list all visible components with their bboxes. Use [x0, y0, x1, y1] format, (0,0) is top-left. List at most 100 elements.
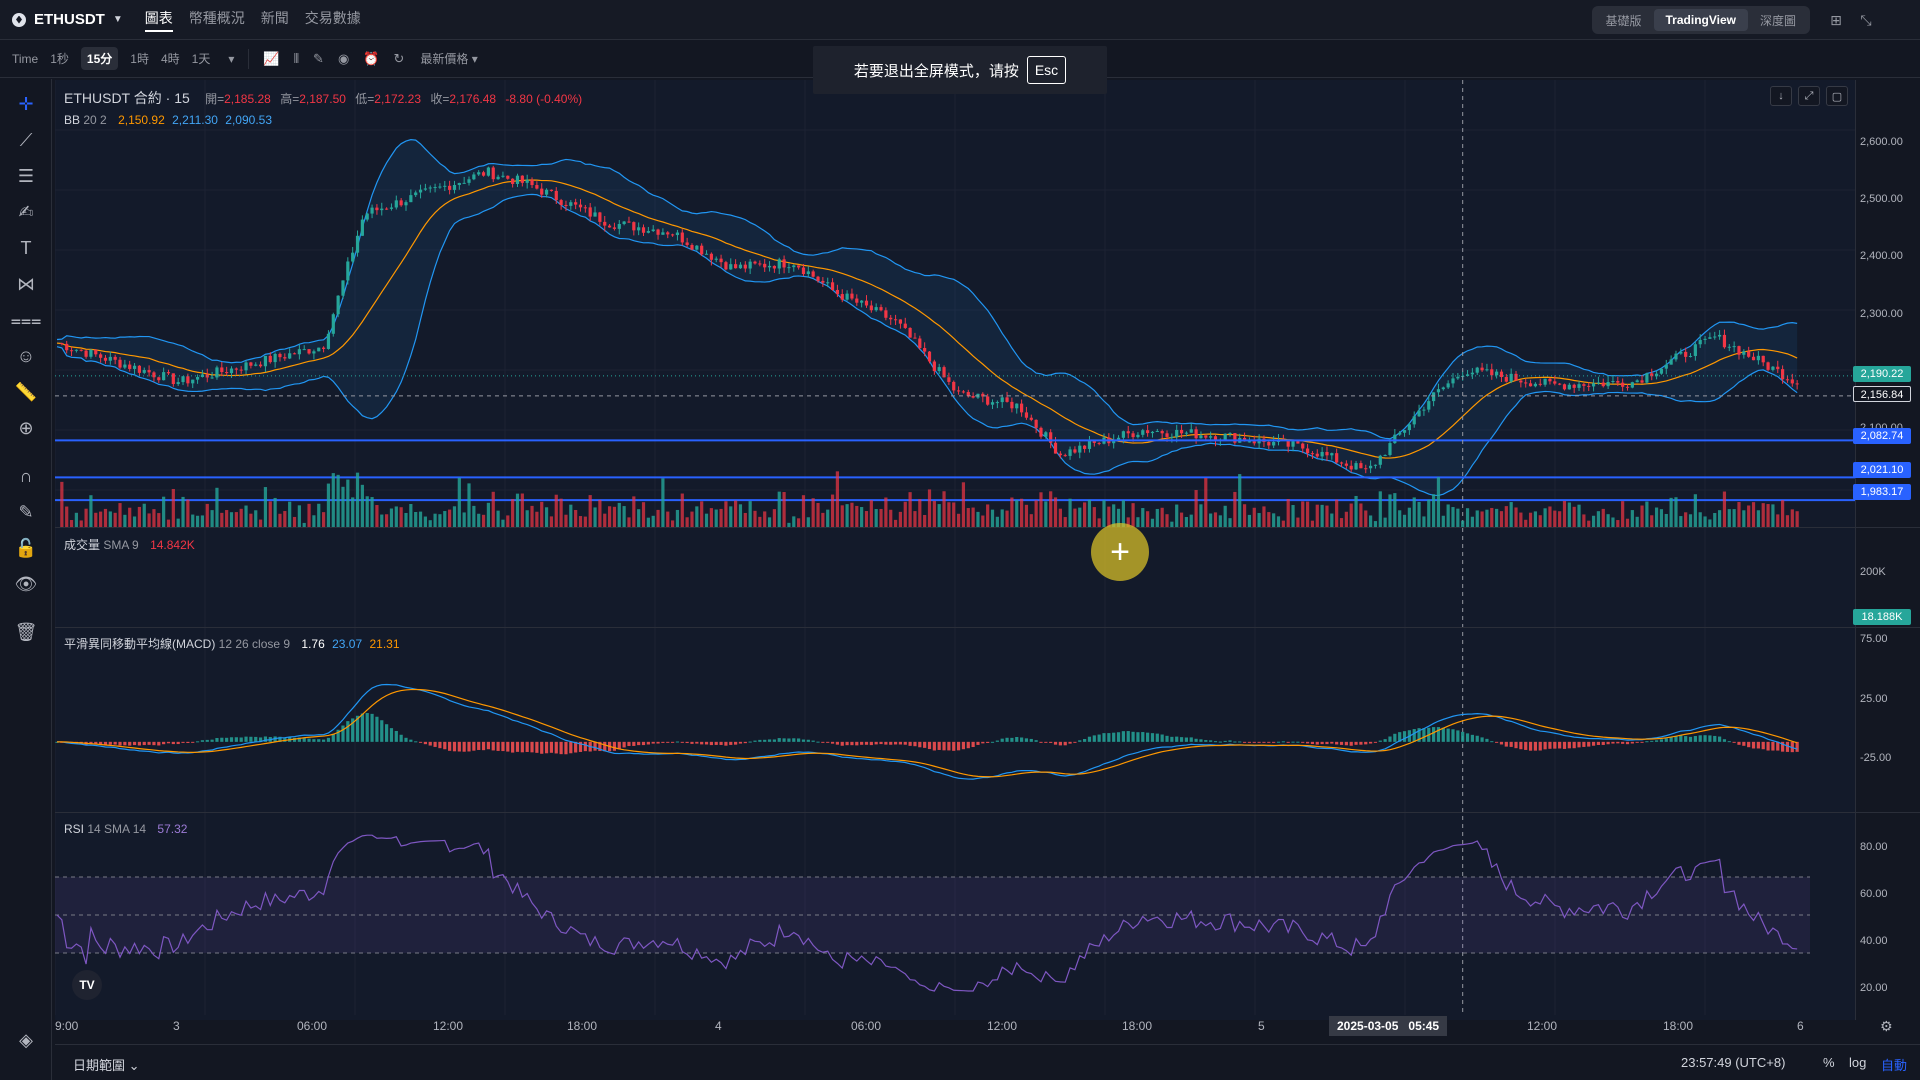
time-axis[interactable]: 9:00 3 06:00 12:00 18:00 4 06:00 12:00 18:00 5 12:… — [55, 1015, 1855, 1037]
volume-bar — [1781, 500, 1785, 527]
volume-bar — [1528, 512, 1533, 527]
interval-1[interactable]: 1秒 — [50, 52, 69, 66]
candle-body — [1538, 383, 1542, 385]
candle-type-icon[interactable]: ⫴ — [293, 50, 300, 66]
macd-histogram-bar — [1393, 733, 1397, 742]
candle-body — [1640, 380, 1644, 383]
zoom-in-icon[interactable]: ⊕ — [18, 417, 34, 438]
cursor-indicator: + — [1091, 523, 1149, 581]
candle-body — [1126, 431, 1130, 434]
tab-0[interactable]: 圖表 — [144, 8, 173, 32]
pane-divider[interactable] — [55, 812, 1920, 813]
volume-bar — [128, 507, 132, 527]
candle-body — [840, 294, 844, 300]
macd-histogram-bar — [118, 741, 122, 746]
volume-bar — [1577, 504, 1581, 527]
date-range-button[interactable]: 日期範圍 ⌄ — [73, 1058, 140, 1073]
volume-bar — [346, 479, 350, 527]
interval-3[interactable]: 1時 — [130, 52, 149, 66]
interval-4[interactable]: 4時 — [160, 52, 180, 66]
trend-line-icon[interactable]: ⟋ — [19, 129, 33, 150]
tab-1[interactable]: 幣種概況 — [188, 9, 245, 26]
macd-histogram-bar — [637, 741, 641, 746]
scroll-down-icon[interactable]: ↓ — [1770, 86, 1792, 106]
macd-histogram-bar — [1606, 741, 1610, 745]
volume-bar — [666, 511, 670, 527]
candle-body — [147, 370, 151, 373]
volume-bar — [103, 508, 108, 527]
interval-0[interactable]: Time — [12, 51, 39, 66]
macd-histogram-bar — [874, 741, 878, 745]
pane-divider[interactable] — [55, 527, 1920, 528]
volume-bar — [927, 489, 932, 527]
macd-histogram-bar — [1766, 741, 1770, 751]
percent-toggle[interactable]: % — [1823, 1055, 1835, 1070]
macd-histogram-bar — [171, 741, 175, 745]
price-tag: 2,082.74 — [1853, 428, 1911, 444]
candle-body — [123, 364, 127, 368]
macd-histogram-bar — [234, 737, 238, 742]
text-icon[interactable]: T — [20, 237, 32, 258]
layers-icon[interactable]: ◈ — [19, 1029, 33, 1050]
pattern-icon[interactable]: ⋈ — [17, 273, 35, 294]
candle-body — [331, 314, 335, 334]
view-mode-1[interactable]: TradingView — [1653, 9, 1748, 31]
exit-fullscreen-icon[interactable]: ⤡ — [1860, 12, 1872, 28]
macd-histogram-bar — [1301, 741, 1305, 743]
macd-histogram-bar — [942, 741, 946, 751]
clock-display[interactable]: 23:57:49 (UTC+8) — [1681, 1055, 1786, 1070]
interval-2[interactable]: 15分 — [80, 47, 119, 70]
maximize-icon[interactable]: ▢ — [1826, 86, 1848, 106]
volume-bar — [258, 519, 263, 527]
macd-histogram-bar — [753, 740, 757, 742]
candle-body — [559, 200, 563, 205]
eye-icon[interactable]: 👁 — [14, 573, 38, 594]
forecast-icon[interactable]: ⩶ — [10, 309, 42, 330]
volume-bar — [1184, 517, 1189, 527]
time-tick: 06:00 — [297, 1019, 328, 1033]
refresh-icon[interactable]: ↻ — [393, 50, 405, 66]
ruler-icon[interactable]: 📏 — [14, 381, 38, 402]
toast-text: 若要退出全屏模式，请按 — [853, 62, 1019, 80]
candle-body — [554, 190, 558, 201]
lock-icon[interactable]: 🔓 — [14, 537, 38, 558]
log-toggle[interactable]: log — [1849, 1055, 1867, 1070]
auto-toggle[interactable]: 自動 — [1881, 1058, 1908, 1073]
volume-bar — [423, 516, 427, 527]
pencil-icon[interactable]: ✎ — [313, 50, 324, 66]
settings-icon[interactable]: ⚙ — [1880, 1018, 1893, 1034]
line-chart-icon[interactable]: 📈 — [263, 50, 280, 66]
volume-bar — [1281, 520, 1285, 527]
macd-histogram-bar — [229, 737, 234, 742]
magnet-icon[interactable]: ∩ — [19, 465, 33, 486]
candle-body — [1223, 433, 1227, 440]
pane-divider[interactable] — [55, 627, 1920, 628]
tab-3[interactable]: 交易數據 — [304, 9, 361, 26]
tradingview-logo[interactable]: TV — [72, 970, 102, 1000]
tab-2[interactable]: 新聞 — [260, 9, 289, 26]
interval-dropdown-icon[interactable]: ▾ — [228, 51, 235, 66]
emoji-icon[interactable]: ☺ — [16, 345, 36, 366]
candle-body — [792, 265, 796, 268]
alarm-icon[interactable]: ⏰ — [363, 50, 380, 66]
camera-icon[interactable]: ◉ — [337, 50, 350, 66]
collapse-icon[interactable]: ⤢ — [1798, 86, 1820, 106]
view-mode-0[interactable]: 基礎版 — [1605, 13, 1642, 28]
interval-5[interactable]: 1天 — [191, 52, 211, 66]
price-type-dropdown[interactable]: 最新價格 ▾ — [420, 52, 478, 66]
volume-bar — [375, 505, 379, 527]
horizontal-lines-icon[interactable]: ☰ — [17, 165, 35, 186]
close-label: 收= — [430, 92, 450, 106]
price-axis[interactable] — [1855, 80, 1920, 1020]
lock-drawing-icon[interactable]: ✎ — [18, 501, 34, 522]
macd-histogram-bar — [1451, 729, 1455, 742]
candle-body — [1553, 381, 1557, 384]
layout-grid-icon[interactable]: ⊞ — [1830, 12, 1842, 28]
crosshair-icon[interactable]: ✛ — [18, 93, 34, 114]
view-mode-2[interactable]: 深度圖 — [1759, 13, 1796, 28]
trash-icon[interactable]: 🗑 — [14, 621, 38, 642]
chart-canvas[interactable] — [55, 80, 1855, 1020]
brush-icon[interactable]: ✍ — [18, 201, 34, 222]
symbol-selector[interactable]: ETHUSDT ▼ — [12, 11, 123, 28]
macd-tick: -25.00 — [1860, 752, 1892, 764]
